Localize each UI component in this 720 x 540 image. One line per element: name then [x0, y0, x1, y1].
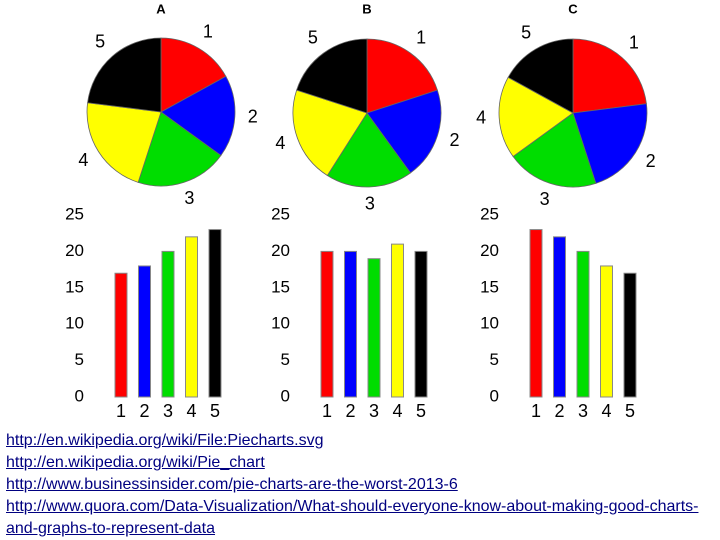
bar: [414, 250, 428, 398]
y-tick-label: 0: [281, 386, 290, 405]
slice-label: 1: [629, 33, 639, 53]
y-tick-label: 10: [271, 314, 290, 333]
y-tick-label: 20: [65, 241, 84, 260]
x-tick-label: 4: [186, 401, 196, 421]
x-tick-label: 4: [392, 401, 402, 421]
link[interactable]: http://www.quora.com/Data-Visualization/…: [6, 498, 699, 537]
pie-slice: [296, 38, 368, 114]
pie-slice: [512, 112, 597, 188]
y-tick-label: 10: [480, 314, 499, 333]
bar: [114, 272, 128, 398]
bar: [344, 250, 357, 398]
slice-label: 2: [646, 151, 656, 171]
x-tick-label: 5: [416, 401, 426, 421]
bar: [185, 236, 198, 398]
bar: [320, 250, 334, 398]
link-list: http://en.wikipedia.org/wiki/File:Piecha…: [6, 430, 706, 540]
slice-label: 3: [184, 188, 194, 208]
x-tick-label: 3: [578, 401, 588, 421]
x-tick-label: 5: [210, 401, 220, 421]
slice-label: 1: [416, 27, 426, 47]
bar: [138, 265, 151, 398]
slice-label: 2: [248, 107, 258, 127]
y-tick-label: 15: [480, 277, 499, 296]
pie-slice: [87, 37, 162, 113]
pie-slice: [86, 102, 162, 183]
x-tick-label: 5: [625, 401, 635, 421]
pie-slice: [366, 38, 438, 114]
bar: [161, 250, 175, 398]
x-tick-label: 3: [369, 401, 379, 421]
pie-slice: [498, 76, 574, 158]
bar: [600, 265, 613, 398]
y-tick-label: 15: [271, 277, 290, 296]
pie-slice: [160, 75, 236, 157]
x-tick-label: 1: [322, 401, 332, 421]
bar: [576, 250, 590, 398]
bar: [529, 229, 543, 398]
x-tick-label: 2: [139, 401, 149, 421]
x-tick-label: 2: [345, 401, 355, 421]
y-tick-label: 15: [65, 277, 84, 296]
bar: [208, 229, 222, 398]
link[interactable]: http://en.wikipedia.org/wiki/Pie_chart: [6, 454, 265, 471]
slice-label: 1: [203, 22, 213, 42]
y-tick-label: 25: [65, 204, 84, 223]
x-tick-label: 1: [531, 401, 541, 421]
slice-label: 2: [449, 130, 459, 150]
y-tick-label: 5: [75, 350, 84, 369]
y-tick-label: 5: [281, 350, 290, 369]
y-tick-label: 20: [271, 241, 290, 260]
pie-slice: [572, 38, 647, 114]
y-tick-label: 25: [271, 204, 290, 223]
pie-slice: [292, 89, 368, 177]
bar: [623, 272, 637, 398]
link[interactable]: http://www.businessinsider.com/pie-chart…: [6, 476, 458, 493]
link[interactable]: http://en.wikipedia.org/wiki/File:Piecha…: [6, 432, 324, 449]
y-tick-label: 0: [490, 386, 499, 405]
bar: [553, 236, 566, 398]
y-tick-label: 0: [75, 386, 84, 405]
pie-slice: [366, 89, 442, 174]
slice-label: 5: [95, 32, 105, 52]
pie-slice: [160, 37, 227, 113]
slice-label: 5: [308, 27, 318, 47]
pie-title: C: [568, 1, 578, 16]
x-tick-label: 4: [601, 401, 611, 421]
y-tick-label: 10: [65, 314, 84, 333]
slice-label: 4: [476, 108, 486, 128]
bar: [367, 258, 381, 398]
pie-title: B: [362, 1, 371, 16]
pie-slice: [326, 112, 412, 188]
slice-label: 3: [540, 189, 550, 209]
slice-label: 4: [275, 133, 285, 153]
x-tick-label: 2: [554, 401, 564, 421]
x-tick-label: 3: [163, 401, 173, 421]
pie-slice: [572, 103, 648, 184]
slice-label: 4: [78, 150, 88, 170]
pie-slice: [137, 111, 222, 187]
slice-label: 5: [521, 23, 531, 43]
x-tick-label: 1: [116, 401, 126, 421]
bar: [391, 243, 404, 398]
slice-label: 3: [365, 194, 375, 214]
pie-title: A: [156, 1, 166, 16]
y-tick-label: 5: [490, 350, 499, 369]
y-tick-label: 20: [480, 241, 499, 260]
pie-slice: [507, 38, 574, 114]
y-tick-label: 25: [480, 204, 499, 223]
